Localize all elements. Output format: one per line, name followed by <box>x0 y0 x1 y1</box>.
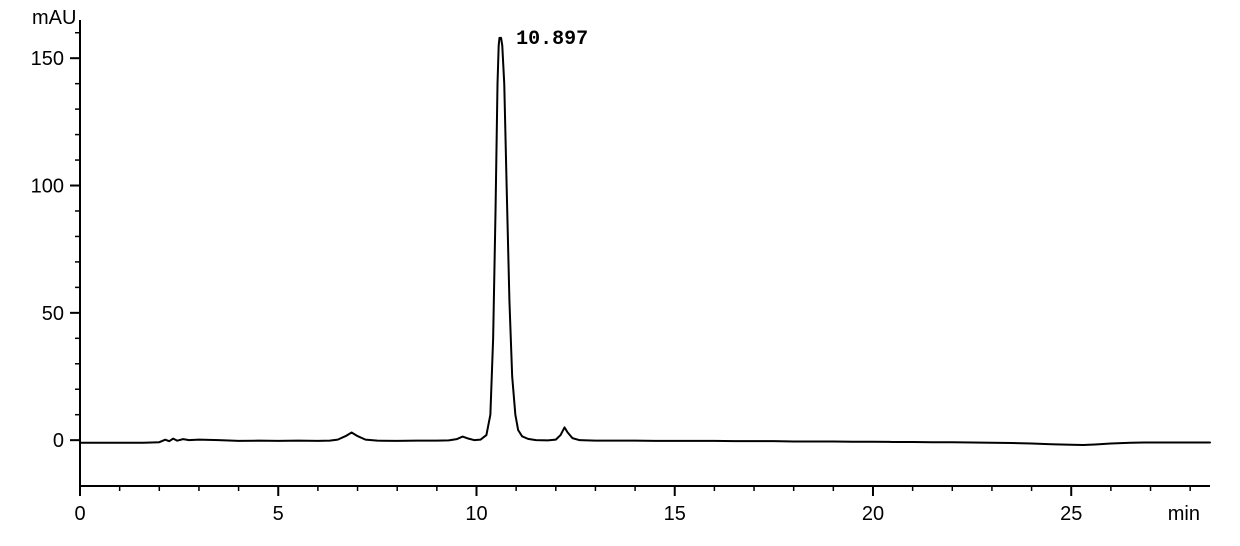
chromatogram-chart: 0 5 10 15 20 25 0 50 100 150 mAU min 10.897 <box>0 0 1240 546</box>
svg-text:5: 5 <box>273 503 284 525</box>
svg-text:10: 10 <box>465 503 487 525</box>
svg-text:100: 100 <box>31 176 64 198</box>
svg-text:15: 15 <box>664 503 686 525</box>
chart-svg: 0 5 10 15 20 25 0 50 100 150 mAU min 10.897 <box>0 0 1240 546</box>
svg-text:25: 25 <box>1060 503 1082 525</box>
svg-text:150: 150 <box>31 48 64 70</box>
svg-text:10.897: 10.897 <box>516 28 588 51</box>
svg-text:mAU: mAU <box>32 7 76 29</box>
svg-text:min: min <box>1168 503 1200 525</box>
svg-text:0: 0 <box>53 430 64 452</box>
svg-text:50: 50 <box>42 303 64 325</box>
svg-text:0: 0 <box>74 503 85 525</box>
svg-text:20: 20 <box>862 503 884 525</box>
